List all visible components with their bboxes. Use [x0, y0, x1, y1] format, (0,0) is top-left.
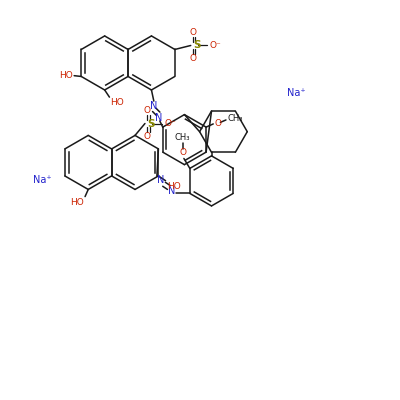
Text: N: N [150, 101, 158, 111]
Text: CH₃: CH₃ [228, 114, 244, 123]
Text: HO: HO [60, 71, 73, 80]
Text: O⁻: O⁻ [164, 119, 176, 128]
Text: S: S [193, 40, 201, 50]
Text: N: N [155, 113, 162, 123]
Text: HO: HO [167, 182, 181, 191]
Text: O: O [190, 54, 197, 63]
Text: CH₃: CH₃ [175, 133, 190, 142]
Text: Na⁺: Na⁺ [33, 175, 52, 185]
Text: O: O [190, 28, 197, 37]
Text: HO: HO [110, 98, 124, 107]
Text: N: N [157, 175, 164, 185]
Text: O⁻: O⁻ [210, 41, 222, 50]
Text: O: O [144, 106, 151, 115]
Text: N: N [168, 186, 176, 196]
Text: O: O [179, 148, 186, 157]
Text: Na⁺: Na⁺ [287, 88, 306, 98]
Text: HO: HO [70, 198, 84, 207]
Text: S: S [147, 118, 155, 128]
Text: O: O [144, 132, 151, 141]
Text: O: O [214, 119, 221, 128]
